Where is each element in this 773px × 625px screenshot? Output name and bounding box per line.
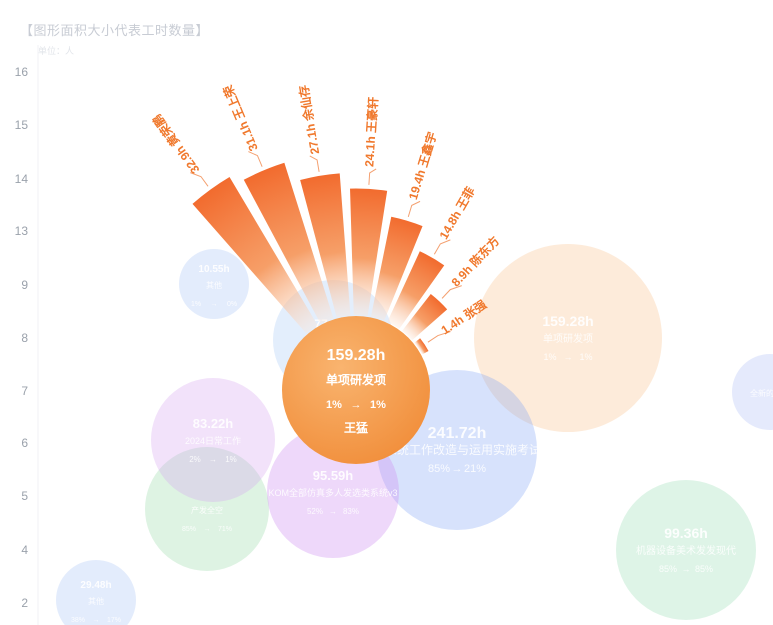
bar-leader-line <box>407 200 421 218</box>
bar-data-label: 19.4h 王鑫宇 <box>405 130 440 201</box>
y-tick-label: 8 <box>21 331 28 345</box>
radial-bar <box>387 251 445 329</box>
bubble-from: 52% <box>307 507 323 516</box>
y-axis-ticks: 16 15 14 13 9 8 7 6 5 4 2 <box>15 65 29 610</box>
bubble-circle <box>151 378 275 502</box>
bar-data-label: 14.8h 王菲 <box>436 184 478 242</box>
radial-bar <box>192 176 318 334</box>
bubble-hours: 159.28h <box>542 313 593 329</box>
bar-data-label: 31.1h 王上荣 <box>219 82 260 153</box>
bubble-to: 21% <box>464 463 486 475</box>
bubble-to: 1% <box>579 352 592 362</box>
y-tick-label: 16 <box>15 65 29 79</box>
bubble-circle <box>145 447 269 571</box>
bubble-to: 1% <box>225 455 237 464</box>
bubble-from: 2% <box>189 455 201 464</box>
bubble-arrow: → <box>209 455 217 464</box>
bubble: 10.55h 其他 1% → 0% <box>179 249 249 319</box>
y-tick-label: 5 <box>21 489 28 503</box>
bubble-to: 85% <box>695 564 713 574</box>
bubble-hours: 10.55h <box>198 264 229 275</box>
y-tick-label: 4 <box>21 543 28 557</box>
bubble-circle <box>474 244 662 432</box>
bubble-to: 17% <box>107 617 121 624</box>
bubble-arrow: → <box>682 564 691 574</box>
bubble-from: 85% <box>182 526 196 533</box>
bar-leader-line <box>309 155 320 172</box>
y-tick-label: 6 <box>21 436 28 450</box>
bubble-arrow: → <box>329 507 337 516</box>
bubble-to: 71% <box>218 526 232 533</box>
bubble-name: 其他 <box>206 280 222 290</box>
bubble: 99.36h 机器设备美术发发现代 85% → 85% <box>616 480 756 620</box>
bubble: 159.28h 单项研发项 1% → 1% <box>474 244 662 432</box>
y-tick-label: 7 <box>21 384 28 398</box>
bubble-from: 85% <box>659 564 677 574</box>
center-from: 1% <box>326 399 342 411</box>
bar-leader-line <box>441 285 462 299</box>
radial-bar <box>414 338 429 355</box>
bubble-circle <box>179 249 249 319</box>
center-arrow: → <box>351 399 362 411</box>
bubble-arrow: → <box>93 617 100 624</box>
bar-leader-line <box>248 151 263 167</box>
bubble-hours: 95.59h <box>313 468 354 483</box>
bubble-name: 全系统工作改造与运用实施考试 <box>373 442 541 457</box>
bubble: 全新的平台 <box>732 354 773 430</box>
bubble-from: 1% <box>543 352 556 362</box>
bubble: 29.48h 其他 38% → 17% <box>56 560 136 625</box>
bubble-arrow: → <box>564 352 573 362</box>
bubble-name: 机器设备美术发发现代 <box>636 544 736 557</box>
bar-leader-line <box>427 331 451 343</box>
center-circle <box>282 316 430 464</box>
bar-leader-line <box>190 172 209 187</box>
y-tick-label: 9 <box>21 278 28 292</box>
radial-bar <box>243 162 334 324</box>
bubble-to: 83% <box>343 507 359 516</box>
bubble-name: 其他 <box>88 596 104 606</box>
y-tick-label: 14 <box>15 172 29 186</box>
center-bubble: 159.28h 单项研发项 1% → 1%王猛 <box>282 316 430 464</box>
bar-leader-line <box>433 239 451 255</box>
bubble-hours: 99.36h <box>664 525 708 541</box>
bubble-circle <box>616 480 756 620</box>
bubble-name: 单项研发项 <box>543 332 593 345</box>
bar-data-label: 27.1h 余仙存 <box>296 84 322 156</box>
bubble-name: 产发全空 <box>191 505 223 515</box>
radial-bar <box>300 173 351 318</box>
bubble-name: KOM全部仿真多人发选类系统v3 <box>268 487 397 498</box>
bar-data-label: 32.9h 黄荣鹏 <box>149 112 202 177</box>
center-hours: 159.28h <box>327 347 386 364</box>
y-axis-unit-label: 单位：人 <box>38 46 75 56</box>
radial-bar <box>402 293 448 341</box>
bubble-from: 38% <box>71 617 85 624</box>
center-to: 1% <box>370 399 386 411</box>
chart-title: 【图形面积大小代表工时数量】 <box>20 23 210 38</box>
bubble-name: 2024日常工作 <box>185 435 241 446</box>
y-tick-label: 2 <box>21 596 28 610</box>
bubble-arrow: → <box>204 526 211 533</box>
bubble-circle <box>732 354 773 430</box>
bubble-hours: 83.22h <box>193 416 234 431</box>
bubble: 产发全空 85% → 71% <box>145 447 269 571</box>
bubble-name: 全新的平台 <box>750 388 773 398</box>
radial-bar <box>350 188 388 316</box>
bar-data-label: 24.1h 王豪轩 <box>361 96 380 167</box>
center-person: 王猛 <box>344 420 368 435</box>
bubble-from: 85% <box>428 463 450 475</box>
radial-bar <box>370 216 423 321</box>
bubble: 83.22h 2024日常工作 2% → 1% <box>151 378 275 502</box>
bar-leader-line <box>368 168 377 185</box>
bubble-from: 1% <box>191 301 201 308</box>
bubble-hours: 29.48h <box>80 580 111 591</box>
bubble-hours: 241.72h <box>428 425 487 442</box>
y-tick-label: 15 <box>15 118 29 132</box>
center-project: 单项研发项 <box>326 372 386 387</box>
y-tick-label: 13 <box>15 224 29 238</box>
bubble-arrow: → <box>211 301 218 308</box>
bubble-to: 0% <box>227 301 237 308</box>
bubble-arrow: → <box>452 463 463 475</box>
bubble-circle <box>56 560 136 625</box>
